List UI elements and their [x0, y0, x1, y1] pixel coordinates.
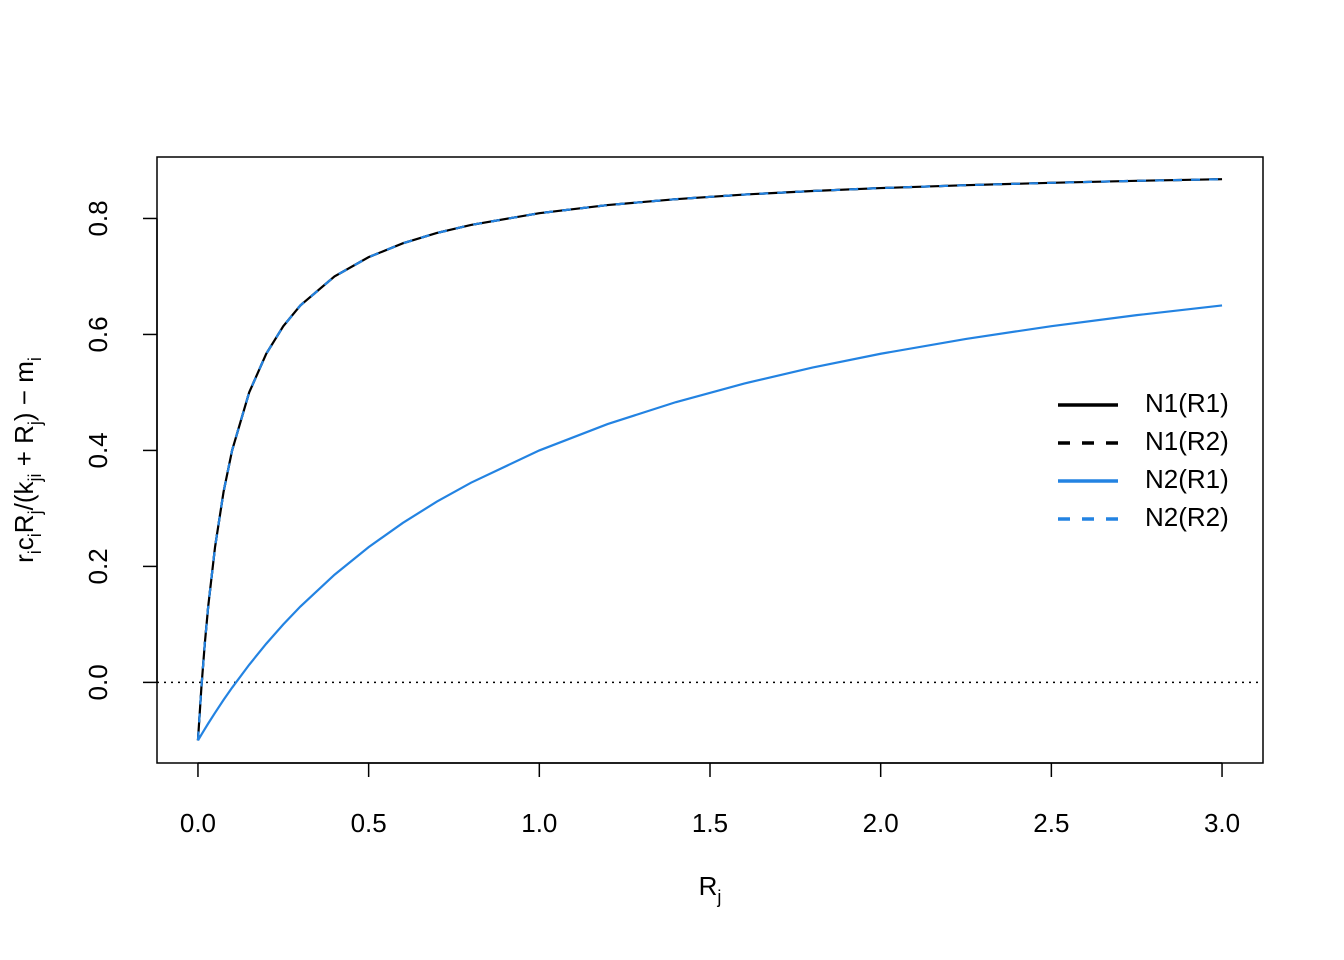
ylabel-text: ) − m [9, 361, 39, 421]
ylabel-text: + R [9, 425, 39, 473]
series-line [196, 178, 1223, 741]
y-tick-label: 0.2 [83, 548, 113, 584]
xlabel-label: Rj [699, 871, 722, 907]
ylabel-text: R [9, 514, 39, 533]
ylabel-subscript: j [25, 510, 45, 515]
ylabel-text: r [9, 554, 39, 563]
y-tick-label: 0.6 [83, 316, 113, 352]
x-tick-label: 3.0 [1204, 808, 1240, 838]
y-tick-label: 0.0 [83, 664, 113, 700]
legend-label: N1(R2) [1145, 426, 1229, 456]
x-tick-label: 0.0 [180, 808, 216, 838]
x-tick-label: 0.5 [351, 808, 387, 838]
x-tick-label: 2.5 [1033, 808, 1069, 838]
xlabel-subscript: j [716, 887, 721, 907]
ylabel-text: /(k [9, 481, 39, 511]
y-tick-label: 0.4 [83, 432, 113, 468]
plot-frame [156, 156, 1264, 764]
ylabel-subscript: j [25, 421, 45, 426]
series-line [196, 178, 1223, 741]
legend-label: N2(R2) [1145, 502, 1229, 532]
ylabel-text: c [9, 537, 39, 550]
legend-label: N2(R1) [1145, 464, 1229, 494]
x-tick-label: 2.0 [863, 808, 899, 838]
ylabel-subscript: i [25, 533, 45, 537]
ylabel-label: riciRj/(kji + Rj) − mi [9, 357, 45, 563]
series-line [196, 178, 1223, 741]
ylabel-subscript: ji [25, 474, 45, 483]
y-tick-label: 0.8 [83, 200, 113, 236]
series-line [197, 304, 1223, 741]
x-tick-label: 1.0 [521, 808, 557, 838]
ylabel-subscript: i [25, 550, 45, 554]
legend-label: N1(R1) [1145, 388, 1229, 418]
x-tick-label: 1.5 [692, 808, 728, 838]
ylabel-subscript: i [25, 357, 45, 361]
xlabel-text: R [699, 871, 718, 901]
